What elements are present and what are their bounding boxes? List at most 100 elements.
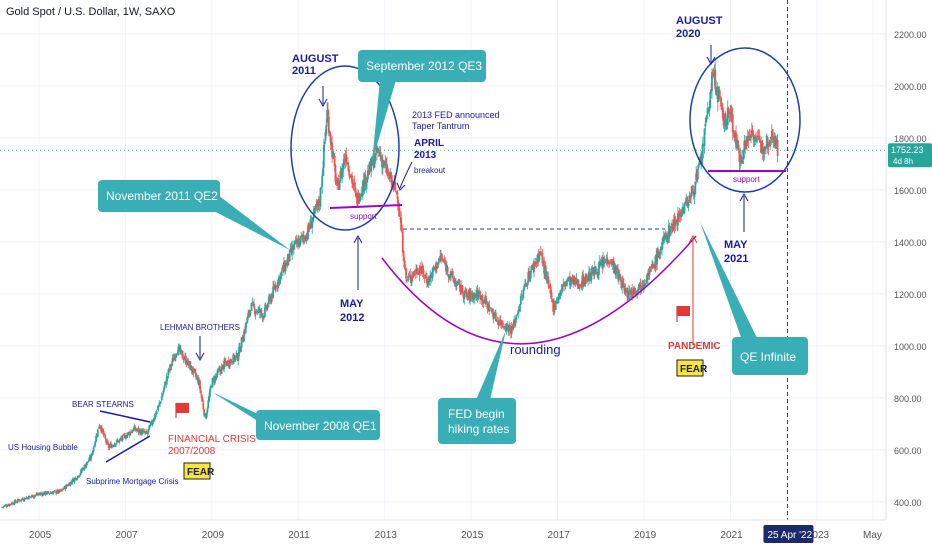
support-line-1 [329,204,403,209]
candle-body [146,432,149,434]
candle-body [38,494,41,495]
candle-body [509,324,511,330]
candle-body [498,323,501,326]
candle-body [217,370,220,372]
candle-body [101,428,104,432]
candle-body [166,375,169,378]
candle-body [321,176,324,187]
candle-body [761,143,764,154]
label-rounding: rounding [510,342,561,357]
candle-body [17,499,20,501]
candle-body [126,432,129,436]
candle-body [774,135,777,147]
candle-body [90,454,92,460]
candle-body [99,425,102,428]
candle-body [62,488,65,490]
candle-body [422,270,425,278]
candle-body [19,500,22,502]
label-cursor-date: 25 Apr '22 [767,530,812,541]
candle-body [73,478,76,482]
candle-body [524,284,526,287]
candle-body [694,181,697,195]
candle-body [463,292,466,300]
candle-body [503,326,506,328]
candle-body [436,266,439,268]
candle-body [305,234,308,241]
candle-body [606,257,609,262]
arrowhead-may-2012 [353,234,363,244]
candle-body [481,295,484,303]
candle-body [311,222,314,228]
candle-body [607,260,609,265]
candle-body [635,290,638,293]
arrowhead-lehman [195,352,205,362]
candle-body [32,496,35,498]
candle-body [14,499,17,502]
candle-body [612,259,614,263]
candle-body [255,311,258,312]
label-may-2021: MAY 2021 [724,239,748,265]
candle-body [56,492,58,494]
candle-body [121,435,124,441]
candle-body [489,307,492,309]
candle-body [435,262,438,270]
candle-body [740,160,743,164]
fear-badge-1 [183,462,211,480]
candle-body [131,430,134,432]
candle-body [345,154,348,163]
candle-body [145,431,148,434]
candle-body [448,275,451,279]
candle-body [233,356,236,361]
candle-body [663,234,666,240]
candle-body [212,377,215,379]
candle-body [693,192,696,198]
candle-body [319,188,322,207]
candle-body [351,175,353,184]
candle-body [292,244,295,250]
candle-body [48,493,51,495]
candle-body [619,276,622,281]
arrowhead-aug-2011 [318,98,328,108]
candle-body [386,163,388,175]
candle-body [20,499,23,501]
candle-body [404,265,407,268]
candle-body [522,289,525,298]
label-may-2012: MAY 2012 [340,298,364,324]
candle-body [253,308,256,314]
candle-body [274,285,277,291]
candle-body [165,376,168,385]
candle-body [152,420,155,422]
candle-body [342,159,345,170]
candle-body [91,450,94,455]
candle-body [401,230,404,253]
candle-body [364,174,367,187]
candle-body [711,73,714,75]
candle-body [594,266,597,273]
candle-body [143,431,146,433]
candle-body [199,390,202,394]
candle-body [234,355,237,359]
candle-body [548,284,551,288]
candle-body [735,140,738,149]
candle-body [206,408,209,413]
candle-body [313,208,316,211]
candle-body [322,145,325,168]
candle-body [336,181,339,184]
candle-body [714,69,717,90]
candle-body [519,304,521,312]
candle-body [299,236,302,245]
candle-body [569,278,572,287]
candle-body [2,506,4,508]
candle-body [718,89,721,98]
candle-body [125,437,127,439]
candle-body [169,364,171,371]
candle-body [242,339,245,343]
candle-body [452,277,455,282]
candle-body [104,434,107,439]
y-tick-label: 1200.00 [894,290,927,300]
candle-body [124,435,127,439]
candle-body [13,500,16,505]
candle-body [632,287,635,295]
